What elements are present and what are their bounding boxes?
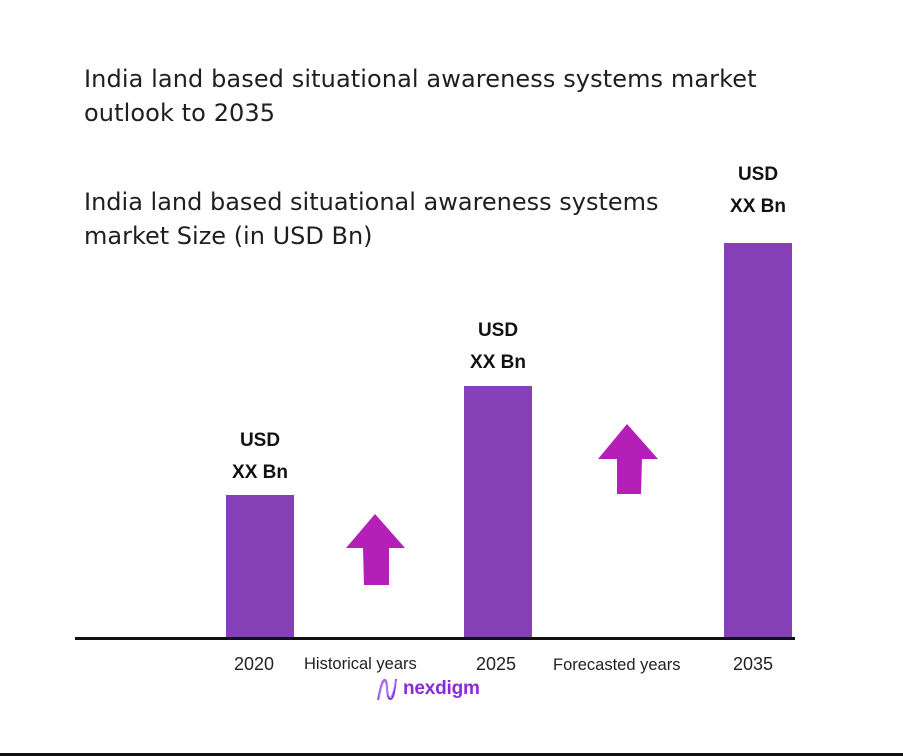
forecasted-years-label: Forecasted years [553, 656, 681, 674]
value-label-currency: USD [737, 164, 779, 185]
bar-2020 [226, 495, 294, 638]
historical-years-label: Historical years [304, 655, 417, 673]
brand-name: nexdigm [403, 678, 480, 699]
nexdigm-logo: nexdigm [376, 676, 480, 702]
x-tick-2025: 2025 [476, 654, 517, 674]
value-label-currency: USD [239, 430, 281, 451]
value-label-currency: USD [477, 320, 519, 341]
nexdigm-wave-icon [377, 678, 397, 701]
bar-2035 [724, 243, 792, 638]
bar-value-label-2035: USD XX Bn [698, 159, 818, 223]
chart-subtitle: India land based situational awareness s… [84, 188, 659, 250]
x-tick-2035: 2035 [733, 654, 774, 674]
bar-value-label-2020: USD XX Bn [200, 425, 320, 489]
chart-title: India land based situational awareness s… [84, 65, 757, 127]
up-arrow-icon [346, 514, 405, 585]
bar-2025 [464, 386, 532, 638]
value-label-amount: XX Bn [470, 352, 526, 373]
up-arrow-icon [598, 424, 658, 494]
bottom-border [0, 753, 903, 756]
x-tick-2020: 2020 [234, 654, 275, 674]
bar-value-label-2025: USD XX Bn [438, 315, 558, 379]
value-label-amount: XX Bn [232, 462, 288, 483]
value-label-amount: XX Bn [730, 196, 786, 217]
x-axis-line [75, 637, 795, 640]
